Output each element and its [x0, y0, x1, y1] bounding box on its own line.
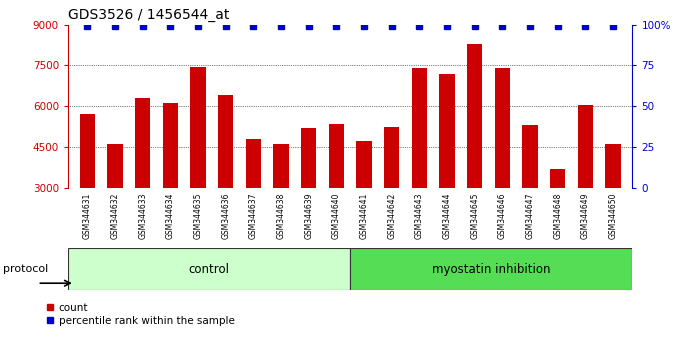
- Text: GSM344648: GSM344648: [554, 193, 562, 239]
- Bar: [578, 105, 593, 188]
- Text: GSM344632: GSM344632: [111, 193, 120, 239]
- Text: GSM344646: GSM344646: [498, 193, 507, 239]
- Text: GSM344637: GSM344637: [249, 193, 258, 239]
- Bar: [273, 144, 288, 188]
- Text: protocol: protocol: [3, 264, 49, 274]
- Text: GSM344635: GSM344635: [194, 193, 203, 239]
- Bar: [218, 95, 233, 188]
- Text: GSM344631: GSM344631: [83, 193, 92, 239]
- Bar: [107, 144, 122, 188]
- Text: GSM344636: GSM344636: [221, 193, 231, 239]
- Text: GSM344649: GSM344649: [581, 193, 590, 239]
- Bar: [163, 103, 178, 188]
- Text: GSM344650: GSM344650: [609, 193, 617, 239]
- Bar: [522, 125, 538, 188]
- Bar: [550, 169, 565, 188]
- Bar: [356, 142, 372, 188]
- Text: GSM344643: GSM344643: [415, 193, 424, 239]
- Bar: [467, 44, 482, 188]
- Text: GSM344644: GSM344644: [443, 193, 452, 239]
- Bar: [245, 139, 261, 188]
- Text: GSM344645: GSM344645: [470, 193, 479, 239]
- Text: GSM344640: GSM344640: [332, 193, 341, 239]
- Text: GSM344638: GSM344638: [277, 193, 286, 239]
- Bar: [439, 74, 455, 188]
- Bar: [350, 248, 632, 290]
- Bar: [135, 98, 150, 188]
- Text: control: control: [188, 263, 230, 275]
- Text: GSM344634: GSM344634: [166, 193, 175, 239]
- Bar: [301, 128, 316, 188]
- Bar: [605, 144, 621, 188]
- Bar: [80, 114, 95, 188]
- Text: GSM344642: GSM344642: [387, 193, 396, 239]
- Bar: [412, 68, 427, 188]
- Legend: count, percentile rank within the sample: count, percentile rank within the sample: [46, 303, 235, 326]
- Text: GSM344633: GSM344633: [138, 193, 147, 239]
- Bar: [495, 68, 510, 188]
- Bar: [190, 67, 205, 188]
- Bar: [328, 124, 344, 188]
- Bar: [68, 248, 350, 290]
- Bar: [384, 127, 399, 188]
- Text: myostatin inhibition: myostatin inhibition: [432, 263, 551, 275]
- Text: GSM344647: GSM344647: [526, 193, 534, 239]
- Text: GSM344639: GSM344639: [304, 193, 313, 239]
- Text: GSM344641: GSM344641: [360, 193, 369, 239]
- Text: GDS3526 / 1456544_at: GDS3526 / 1456544_at: [68, 8, 229, 22]
